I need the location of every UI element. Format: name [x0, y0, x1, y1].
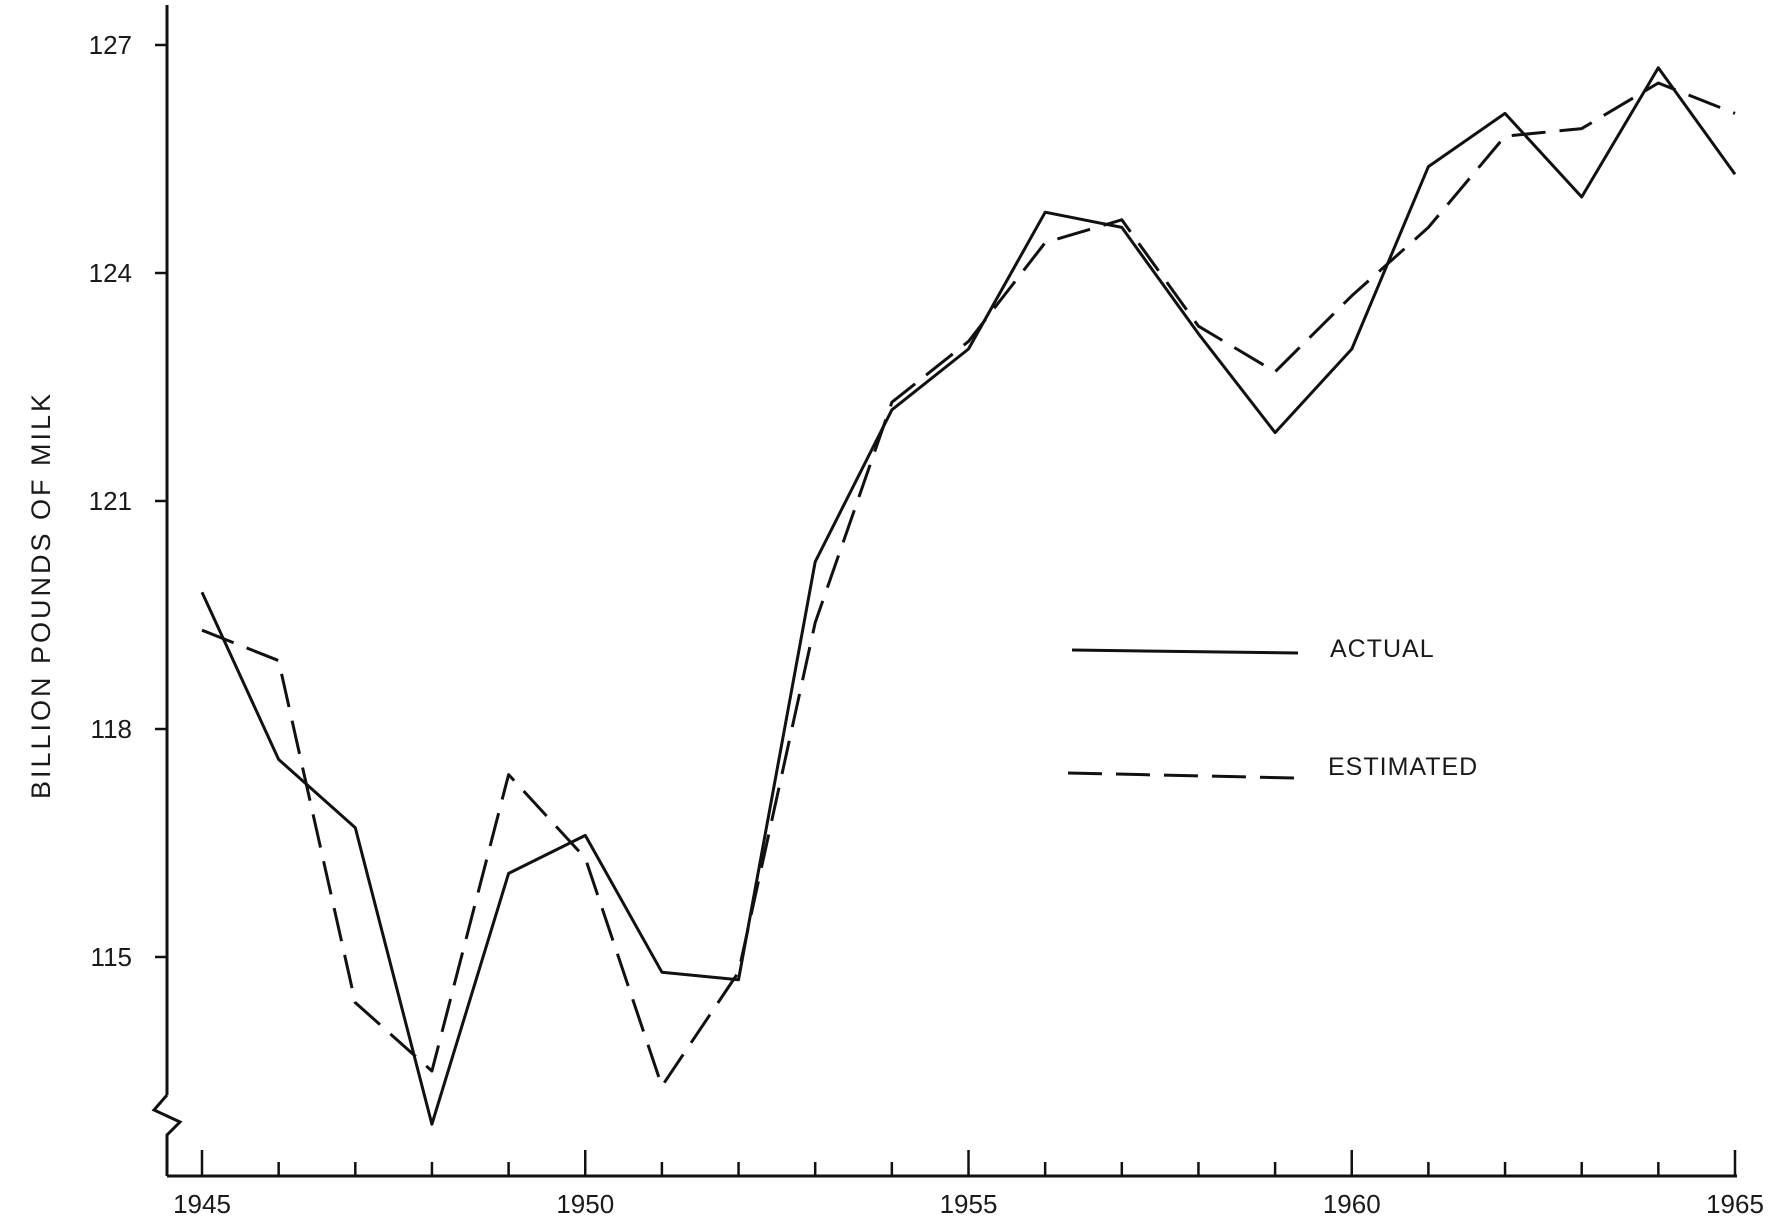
y-tick-label: 115 [91, 942, 132, 972]
x-tick-label: 1955 [940, 1189, 998, 1219]
legend-actual-swatch [1071, 648, 1299, 655]
legend: ACTUAL ESTIMATED [1067, 635, 1478, 781]
y-axis-break [151, 1094, 183, 1176]
y-axis-ticks: 115 118 121 124 127 [89, 30, 167, 972]
y-axis-title: BILLION POUNDS OF MILK [26, 391, 56, 799]
x-tick-label: 1950 [556, 1189, 614, 1219]
x-axis-ticks: 1945 1950 1955 1960 1965 [173, 1150, 1764, 1219]
x-tick-label: 1960 [1323, 1189, 1381, 1219]
y-tick-label: 127 [89, 30, 132, 60]
legend-estimated-label: ESTIMATED [1328, 753, 1478, 781]
y-tick-label: 124 [89, 258, 132, 288]
legend-estimated-swatch [1067, 771, 1295, 780]
y-tick-label: 118 [91, 714, 132, 744]
x-tick-label: 1945 [173, 1189, 231, 1219]
series-line-estimated [201, 81, 1736, 1088]
y-tick-label: 121 [89, 486, 132, 516]
x-tick-label: 1965 [1706, 1189, 1764, 1219]
series-line-actual [200, 66, 1737, 1126]
series-layer [200, 66, 1737, 1126]
legend-actual-label: ACTUAL [1330, 635, 1435, 663]
